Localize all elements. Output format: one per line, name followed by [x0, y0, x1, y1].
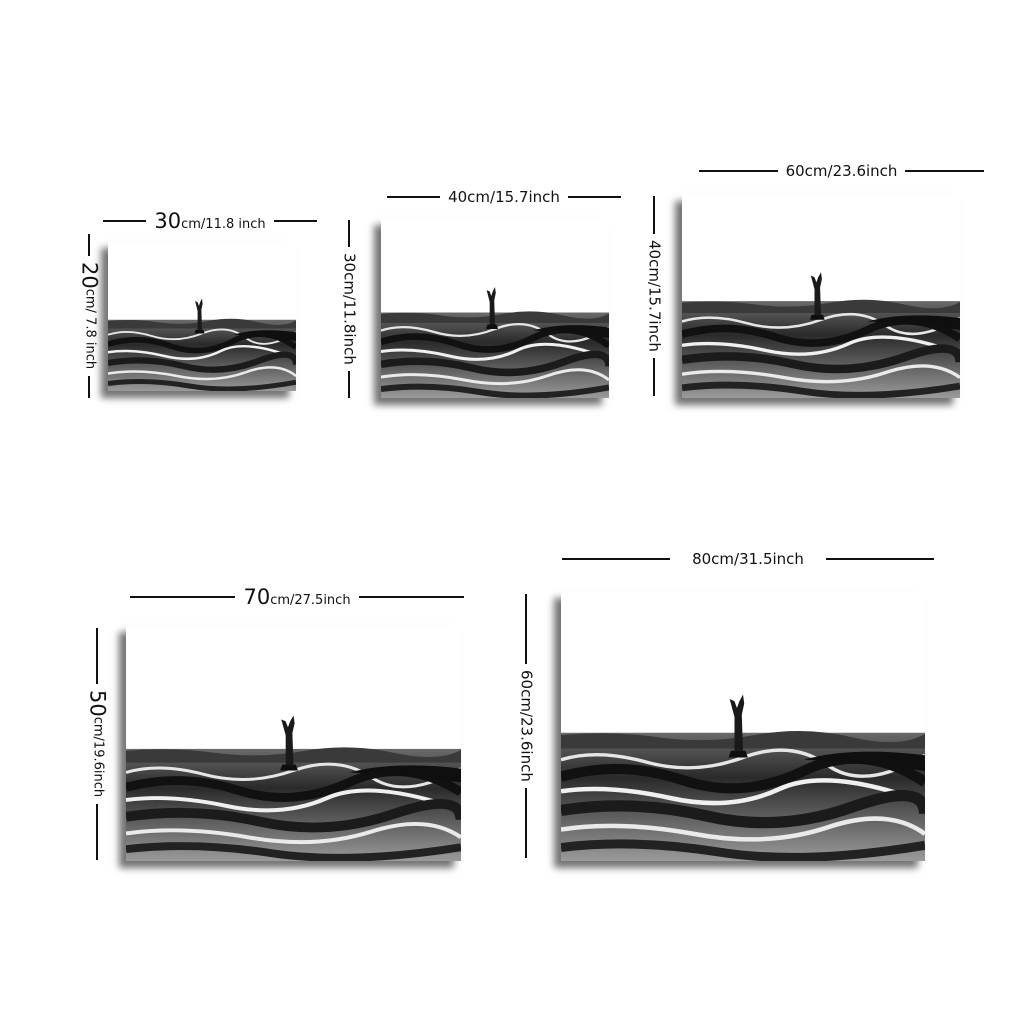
width-dimension-3: 60cm/23.6inch [699, 160, 985, 182]
dimension-line [348, 220, 350, 248]
width-dimension-2: 40cm/15.7inch [387, 186, 622, 208]
dimension-line [88, 375, 90, 399]
dimension-line [905, 170, 985, 172]
width-dimension-1: 30cm/11.8 inch [103, 210, 317, 232]
height-label: 30cm/11.8inch [340, 253, 359, 365]
dimension-line [525, 594, 527, 665]
dimension-line [562, 558, 671, 560]
width-label: 60cm/23.6inch [785, 161, 898, 180]
dimension-line [525, 787, 527, 859]
dimension-line [88, 234, 90, 257]
height-label-unit: cm/19.6inch [90, 717, 106, 798]
artwork-image [561, 591, 925, 861]
dimension-line [825, 558, 935, 560]
dimension-line [699, 170, 778, 172]
height-label: 60cm/23.6inch [517, 670, 536, 782]
height-label-number: 50 [85, 690, 110, 718]
dimension-line [103, 220, 147, 222]
height-label-number: 20 [77, 262, 102, 290]
dimension-line [96, 628, 98, 685]
width-label-number: 70 [243, 584, 271, 609]
height-label-unit: cm/ 7.8 inch [82, 289, 98, 370]
dimension-line [358, 596, 465, 598]
canvas-print-70x50 [126, 625, 461, 861]
artwork-image [126, 625, 461, 861]
dimension-line [567, 196, 622, 198]
canvas-print-30x20 [108, 241, 296, 391]
dimension-line [653, 357, 655, 397]
width-label: 80cm/31.5inch [692, 549, 804, 568]
height-label: 40cm/15.7inch [645, 240, 664, 352]
width-label-unit: cm/27.5inch [270, 592, 351, 608]
artwork-image [682, 194, 960, 398]
dimension-line [130, 596, 236, 598]
height-dimension-4: 50cm/19.6inch [85, 628, 110, 861]
height-dimension-2: 30cm/11.8inch [338, 220, 360, 399]
width-dimension-5: 80cm/31.5inch [562, 547, 935, 571]
width-label-number: 30 [154, 208, 182, 233]
height-dimension-3: 40cm/15.7inch [643, 196, 665, 397]
artwork-image [381, 218, 609, 398]
width-label: 40cm/15.7inch [448, 187, 560, 206]
canvas-print-80x60 [561, 591, 925, 861]
dimension-line [387, 196, 441, 198]
dimension-line [96, 803, 98, 861]
canvas-print-60x40 [682, 194, 960, 398]
width-label-unit: cm/11.8 inch [181, 216, 266, 232]
height-dimension-5: 60cm/23.6inch [515, 594, 537, 859]
artwork-image [108, 241, 296, 391]
dimension-line [348, 370, 350, 399]
width-dimension-4: 70cm/27.5inch [130, 584, 465, 609]
dimension-line [653, 196, 655, 235]
dimension-line [273, 220, 317, 222]
height-dimension-1: 20cm/ 7.8 inch [77, 234, 102, 399]
canvas-print-40x30 [381, 218, 609, 398]
